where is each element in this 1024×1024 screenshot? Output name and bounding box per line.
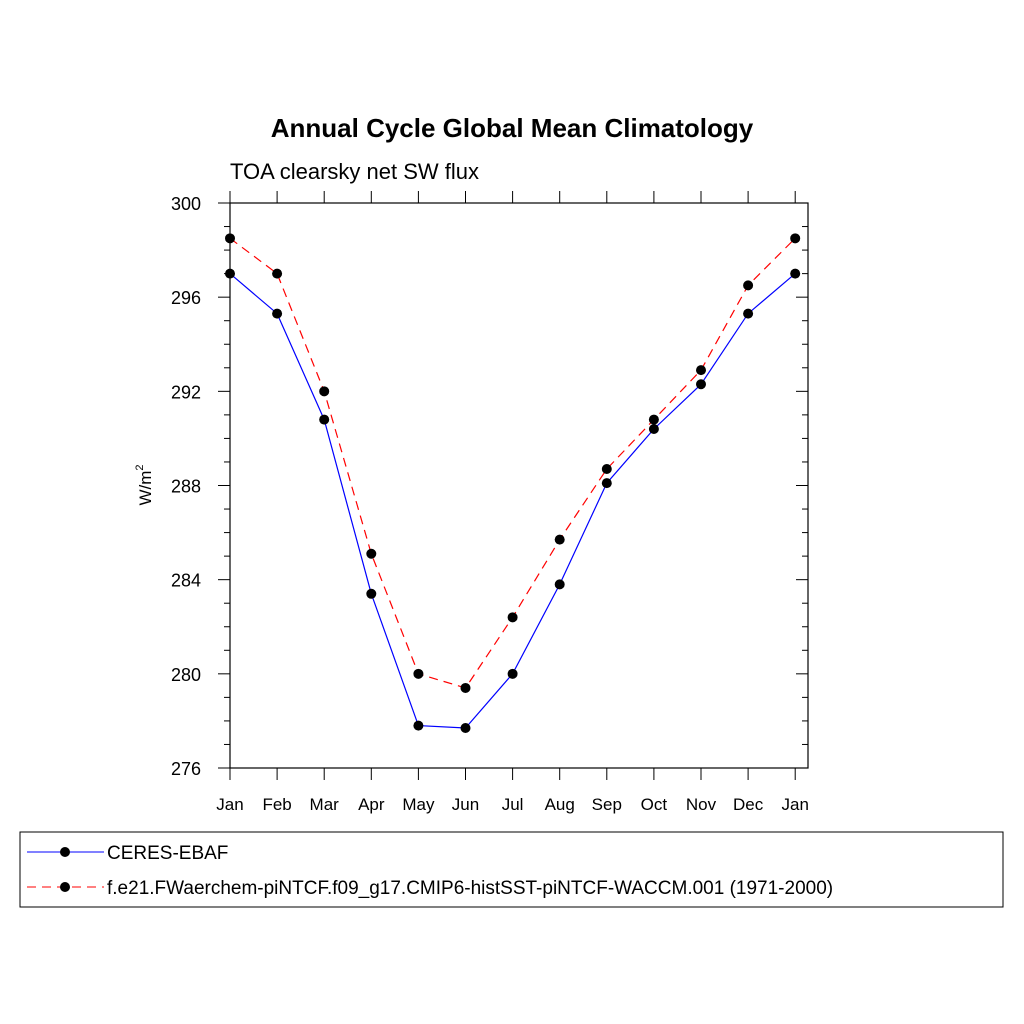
chart-title: Annual Cycle Global Mean Climatology — [271, 113, 754, 143]
y-axis-label-superscript: 2 — [134, 464, 146, 470]
data-point-series-0 — [319, 414, 330, 425]
x-tick-label: Oct — [641, 795, 668, 814]
x-tick-label: Apr — [358, 795, 385, 814]
data-point-series-1 — [696, 365, 706, 376]
plot-axes: 276 280 284 288 292 296 300 Jan Feb Mar Apr May Jun J… — [171, 191, 809, 814]
x-tick-label: Sep — [592, 795, 622, 814]
data-point-series-0 — [743, 308, 754, 319]
data-point-series-0 — [648, 424, 659, 434]
x-tick-label: Mar — [310, 795, 340, 814]
y-tick-label: 284 — [171, 571, 201, 591]
y-tick-label: 300 — [171, 194, 201, 214]
x-tick-label: Aug — [545, 795, 575, 814]
data-point-series-1 — [366, 548, 377, 559]
y-tick-label: 296 — [171, 288, 201, 308]
data-point-series-1 — [272, 268, 283, 279]
data-point-series-0 — [601, 478, 612, 489]
data-point-series-1 — [413, 668, 424, 679]
series-layer — [225, 233, 801, 733]
x-tick-label: Jan — [781, 795, 808, 814]
data-point-series-0 — [413, 720, 424, 731]
data-point-series-1 — [225, 233, 235, 244]
data-point-series-0 — [272, 308, 283, 319]
data-point-series-1 — [648, 414, 659, 425]
data-point-series-0 — [460, 722, 471, 733]
data-point-series-0 — [225, 268, 235, 279]
data-point-series-1 — [743, 280, 754, 291]
data-point-series-0 — [554, 579, 565, 590]
legend: CERES-EBAF f.e21.FWaerchem-piNTCF.f09_g1… — [19, 831, 1004, 908]
y-axis-label: W/m2 — [134, 464, 155, 505]
legend-marker-model — [60, 882, 70, 892]
x-tick-label: Nov — [686, 795, 717, 814]
data-point-series-1 — [460, 682, 471, 693]
data-point-series-1 — [601, 464, 612, 475]
legend-label-model: f.e21.FWaerchem-piNTCF.f09_g17.CMIP6-his… — [107, 878, 833, 899]
legend-box — [19, 831, 1004, 908]
legend-label-ceres: CERES-EBAF — [107, 843, 228, 864]
data-point-series-1 — [507, 612, 518, 623]
x-tick-label: Jul — [502, 795, 524, 814]
plot-frame — [229, 202, 809, 769]
data-point-series-0 — [790, 268, 801, 279]
data-point-series-1 — [790, 233, 801, 244]
y-axis-label-base: W/m — [136, 471, 155, 506]
legend-marker-ceres — [60, 847, 70, 857]
y-tick-label: 288 — [171, 477, 201, 497]
data-point-series-1 — [319, 386, 330, 397]
data-point-series-0 — [696, 379, 706, 390]
y-tick-label: 280 — [171, 665, 201, 685]
x-tick-label: Feb — [262, 795, 291, 814]
x-tick-label: Jan — [216, 795, 243, 814]
data-point-series-0 — [507, 668, 518, 679]
data-point-series-0 — [366, 588, 377, 599]
x-tick-label: May — [402, 795, 435, 814]
x-tick-label: Jun — [452, 795, 479, 814]
y-tick-label: 276 — [171, 759, 201, 779]
data-point-series-1 — [554, 534, 565, 545]
x-tick-label: Dec — [733, 795, 764, 814]
chart-subtitle: TOA clearsky net SW flux — [230, 159, 479, 184]
series-line-0 — [229, 273, 796, 729]
y-tick-label: 292 — [171, 382, 201, 402]
